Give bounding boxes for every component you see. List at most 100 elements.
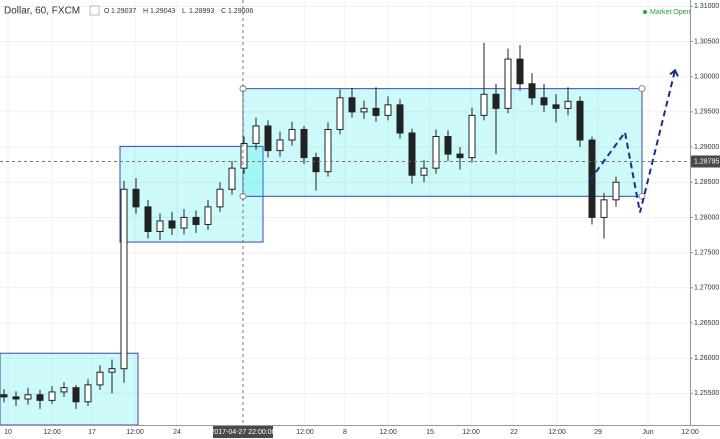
candle-body: [360, 107, 368, 113]
candle-body: [72, 387, 80, 403]
forecast-line: [589, 70, 676, 213]
x-tick-label: Jun: [642, 429, 653, 436]
x-tick-label: 12:00: [379, 429, 397, 436]
zone: [119, 145, 264, 243]
x-tick-label: 12:00: [681, 429, 699, 436]
candle-body: [216, 188, 224, 208]
candle-body: [276, 139, 284, 152]
candle-body: [132, 188, 140, 208]
candle-body: [0, 394, 8, 398]
x-tick-label: 22: [510, 429, 518, 436]
x-tick-label: 8: [343, 429, 347, 436]
candle-body: [36, 394, 44, 401]
candle-body: [60, 387, 68, 393]
y-tick-label: 1.26500: [694, 320, 719, 327]
x-tick-label: 12:00: [548, 429, 566, 436]
candle-body: [180, 216, 188, 229]
candle-body: [384, 104, 392, 116]
ohlc-label: H: [143, 8, 148, 15]
candle-body: [612, 181, 620, 201]
market-status: Market Open: [650, 9, 691, 16]
ohlc-value: 1.29037: [111, 8, 136, 15]
y-tick-label: 1.25500: [694, 390, 719, 397]
candle-body: [576, 100, 584, 141]
candle-body: [528, 83, 536, 99]
candle-body: [312, 157, 320, 173]
candle-body: [228, 167, 236, 190]
candle-body: [564, 100, 572, 109]
candle-body: [480, 93, 488, 116]
forecast-arrow: [669, 68, 679, 77]
candle-body: [372, 107, 380, 116]
crosshair-y-label: 1.28795: [694, 158, 719, 165]
candle-body: [84, 384, 92, 403]
candle-body: [456, 153, 464, 159]
candle-body: [300, 128, 308, 159]
symbol: Dollar, 60, FXCM: [4, 6, 80, 17]
candle-body: [120, 188, 128, 370]
candle-body: [348, 97, 356, 113]
crosshair-x-label: 2017-04-27 22:00:00: [211, 429, 276, 436]
candle-body: [540, 97, 548, 106]
y-tick-label: 1.29500: [694, 109, 719, 116]
ohlc-label: O: [104, 8, 110, 15]
candle-body: [108, 368, 116, 373]
candle-body: [420, 167, 428, 176]
candle-body: [96, 371, 104, 386]
candle-body: [12, 396, 20, 400]
x-tick-label: 10: [4, 429, 12, 436]
checkbox[interactable]: [89, 5, 100, 16]
x-tick-label: 12:00: [43, 429, 61, 436]
y-tick-label: 1.26000: [694, 355, 719, 362]
candle-body: [492, 93, 500, 109]
candle-body: [168, 220, 176, 229]
candle-body: [252, 125, 260, 145]
status-dot: [643, 10, 647, 14]
candle-body: [24, 394, 32, 400]
candle-body: [504, 58, 512, 109]
candle-body: [324, 128, 332, 173]
y-tick-label: 1.27000: [694, 285, 719, 292]
crosshair-y-label-bg: [691, 155, 720, 168]
x-tick-label: 24: [173, 429, 181, 436]
candle-body: [432, 136, 440, 169]
ohlc-label: L: [182, 8, 186, 15]
candle-body: [516, 58, 524, 85]
ohlc-value: 1.29006: [228, 8, 253, 15]
candle-body: [288, 128, 296, 141]
zone-handle: [638, 85, 646, 93]
zone: [242, 88, 643, 197]
y-tick-label: 1.28500: [694, 179, 719, 186]
y-tick-label: 1.31000: [694, 3, 719, 10]
y-tick-label: 1.30000: [694, 74, 719, 81]
candle-body: [600, 199, 608, 218]
ohlc: O 1.29037 H 1.29043 L 1.28993 C 1.29006: [104, 8, 253, 15]
candle-body: [444, 136, 452, 155]
y-tick-label: 1.30500: [694, 38, 719, 45]
candle-body: [192, 216, 200, 225]
candle-body: [204, 206, 212, 225]
x-tick-label: 17: [88, 429, 96, 436]
candle-body: [240, 143, 248, 169]
crosshair-x-label-bg: [213, 426, 273, 438]
ohlc-value: 1.29043: [150, 8, 175, 15]
ohlc-label: C: [221, 8, 226, 15]
zone: [0, 352, 139, 426]
x-tick-label: 12:00: [126, 429, 144, 436]
candle-body: [144, 206, 152, 232]
x-tick-label: 12:00: [462, 429, 480, 436]
y-tick-label: 1.28000: [694, 214, 719, 221]
candle-body: [48, 391, 56, 401]
plot-area: [0, 0, 691, 426]
candle-body: [156, 220, 164, 232]
candle-body: [408, 132, 416, 176]
candle-body: [552, 104, 560, 109]
candle-body: [468, 114, 476, 159]
y-tick-label: 1.27500: [694, 249, 719, 256]
x-tick-label: 15: [426, 429, 434, 436]
x-tick-label: 12:00: [296, 429, 314, 436]
y-tick-label: 1.29000: [694, 144, 719, 151]
ohlc-value: 1.28993: [189, 8, 214, 15]
